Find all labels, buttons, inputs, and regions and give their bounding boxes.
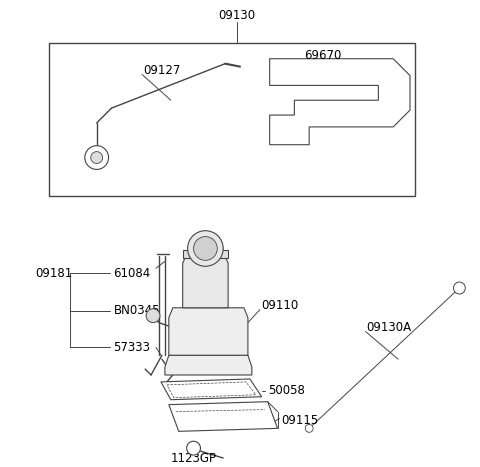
- Text: 69670: 69670: [304, 49, 342, 62]
- Text: 09127: 09127: [143, 64, 180, 77]
- Text: BN0345: BN0345: [113, 304, 160, 317]
- Polygon shape: [165, 355, 252, 375]
- Text: 50058: 50058: [268, 384, 304, 397]
- Circle shape: [187, 441, 201, 455]
- Text: 09115: 09115: [281, 414, 319, 427]
- Text: 57333: 57333: [113, 341, 151, 354]
- Polygon shape: [167, 382, 256, 398]
- Polygon shape: [183, 256, 228, 308]
- Text: 09181: 09181: [36, 267, 72, 280]
- Polygon shape: [270, 59, 410, 145]
- Text: 09130A: 09130A: [367, 321, 412, 334]
- Text: 09130: 09130: [218, 9, 255, 22]
- Polygon shape: [169, 308, 248, 355]
- Text: 09110: 09110: [262, 299, 299, 312]
- Polygon shape: [183, 250, 228, 258]
- Circle shape: [193, 237, 217, 260]
- Polygon shape: [161, 379, 262, 400]
- Circle shape: [188, 231, 223, 266]
- Circle shape: [454, 282, 465, 294]
- Polygon shape: [169, 402, 277, 432]
- Circle shape: [91, 152, 103, 163]
- Circle shape: [146, 309, 160, 323]
- Text: 61084: 61084: [113, 267, 151, 280]
- Bar: [49, 43, 415, 196]
- Text: 1123GP: 1123GP: [170, 452, 216, 465]
- Circle shape: [85, 146, 108, 170]
- Circle shape: [305, 425, 313, 432]
